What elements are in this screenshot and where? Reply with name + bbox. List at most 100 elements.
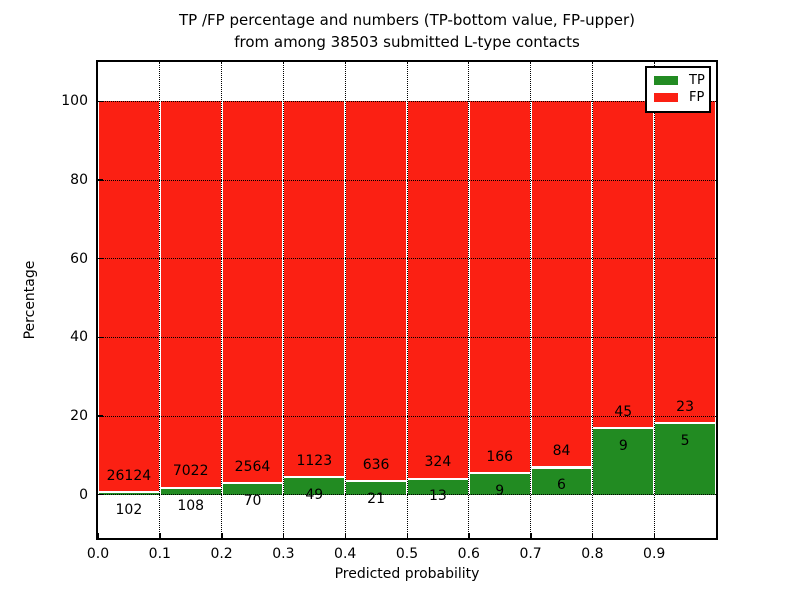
bar-segment-tp bbox=[222, 484, 283, 495]
gridline-x bbox=[468, 62, 470, 538]
x-tick-label: 0.6 bbox=[457, 546, 480, 562]
tp-count-label: 70 bbox=[243, 493, 262, 510]
plot-area: 26124 102 7022 108 2564 70 1123 49 636 21 324 13 166… bbox=[96, 60, 718, 540]
tp-count-label: 9 bbox=[618, 438, 628, 455]
tp-count-label: 13 bbox=[428, 488, 447, 505]
x-tick-label: 0.3 bbox=[272, 546, 295, 562]
legend-label: FP bbox=[689, 90, 705, 105]
fp-count-label: 1123 bbox=[296, 452, 333, 469]
bar-segment-fp bbox=[99, 101, 159, 494]
x-tick-label: 0.2 bbox=[210, 546, 233, 562]
bar-labels-layer: 26124 102 7022 108 2564 70 1123 49 636 21 324 13 166… bbox=[98, 62, 716, 538]
gridline-y bbox=[98, 415, 716, 417]
gridline-y bbox=[98, 258, 716, 260]
y-tick-label: 60 bbox=[70, 250, 88, 267]
tick-x bbox=[344, 533, 347, 538]
bar-segment-fp bbox=[655, 101, 715, 425]
chart-title-line2: from among 38503 submitted L-type contac… bbox=[234, 33, 580, 51]
y-tick-label: 0 bbox=[79, 486, 88, 503]
fp-count-label: 324 bbox=[424, 454, 452, 471]
fp-count-label: 636 bbox=[362, 456, 390, 473]
legend-item: FP bbox=[654, 90, 705, 105]
x-tick-label: 0.5 bbox=[395, 546, 419, 562]
tick-y bbox=[98, 257, 103, 260]
bar-segment-tp bbox=[284, 478, 345, 495]
tick-y bbox=[98, 336, 103, 339]
bar-segment-fp bbox=[346, 101, 406, 483]
legend: TP FP bbox=[645, 66, 711, 113]
tick-y bbox=[98, 179, 103, 181]
ticks-layer bbox=[97, 62, 716, 538]
tick-y bbox=[98, 493, 103, 496]
chart-title: TP /FP percentage and numbers (TP-bottom… bbox=[96, 9, 718, 53]
tick-x bbox=[282, 533, 285, 538]
gridline-y bbox=[98, 179, 716, 181]
legend-label: TP bbox=[689, 73, 705, 88]
fp-count-label: 2564 bbox=[234, 458, 271, 475]
tp-count-label: 5 bbox=[680, 433, 690, 450]
fp-count-label: 84 bbox=[552, 443, 571, 460]
gridline-y bbox=[98, 336, 716, 338]
gridline-x bbox=[282, 62, 284, 538]
chart-title-line1: TP /FP percentage and numbers (TP-bottom… bbox=[179, 11, 635, 29]
tick-x bbox=[468, 533, 470, 538]
tp-count-label: 21 bbox=[367, 491, 386, 508]
y-tick-label: 20 bbox=[70, 408, 88, 425]
tick-y bbox=[98, 100, 103, 103]
x-tick-label: 0.4 bbox=[334, 546, 357, 562]
y-axis-title: Percentage bbox=[22, 260, 38, 340]
gridline-y bbox=[98, 494, 716, 496]
bar-segment-tp bbox=[469, 474, 530, 495]
gridline-x bbox=[530, 62, 532, 538]
bar-segment-tp bbox=[408, 479, 468, 495]
bar-segment-fp bbox=[469, 101, 530, 475]
tick-x bbox=[159, 533, 161, 538]
y-tick-label: 80 bbox=[70, 172, 88, 189]
legend-item: TP bbox=[654, 73, 705, 88]
gridline-y bbox=[98, 100, 716, 102]
bar-segment-fp bbox=[531, 101, 592, 469]
bar-segment-tp bbox=[346, 482, 406, 495]
tick-x bbox=[221, 533, 223, 538]
x-tick-label: 0.7 bbox=[519, 546, 542, 562]
fp-count-label: 23 bbox=[676, 399, 695, 416]
fp-count-label: 26124 bbox=[106, 467, 152, 484]
gridline-x bbox=[591, 62, 593, 538]
bar-segment-tp bbox=[531, 468, 592, 495]
tick-x bbox=[530, 533, 532, 538]
tp-count-label: 49 bbox=[305, 487, 324, 504]
y-tick-label: 100 bbox=[61, 93, 88, 110]
x-tick-label: 0.9 bbox=[643, 546, 666, 562]
tp-count-label: 108 bbox=[177, 497, 205, 514]
gridline-x bbox=[344, 62, 346, 538]
tp-count-label: 9 bbox=[495, 483, 505, 500]
x-tick-label: 0.1 bbox=[148, 546, 171, 562]
bar-segment-fp bbox=[284, 101, 345, 479]
tick-x bbox=[653, 533, 656, 538]
y-tick-label: 40 bbox=[70, 329, 88, 346]
bar-segment-tp bbox=[160, 488, 221, 495]
bar-segment-fp bbox=[160, 101, 221, 489]
bar-segment-fp bbox=[222, 101, 283, 485]
fp-count-label: 7022 bbox=[172, 463, 209, 480]
bar-segment-tp bbox=[99, 493, 159, 495]
legend-swatch-fp bbox=[654, 93, 678, 102]
gridline-x bbox=[221, 62, 223, 538]
tick-x bbox=[97, 533, 99, 538]
bar-segment-tp bbox=[655, 424, 715, 495]
tp-count-label: 102 bbox=[115, 502, 143, 519]
bar-segment-fp bbox=[593, 101, 654, 430]
fp-count-label: 166 bbox=[486, 449, 514, 466]
x-axis-title: Predicted probability bbox=[334, 566, 480, 582]
bar-segment-tp bbox=[593, 429, 654, 495]
fp-count-label: 45 bbox=[614, 403, 633, 420]
gridline-x bbox=[406, 62, 408, 538]
legend-swatch-tp bbox=[654, 76, 678, 85]
x-tick-label: 0.8 bbox=[581, 546, 604, 562]
tick-x bbox=[406, 533, 408, 538]
tp-count-label: 6 bbox=[557, 477, 566, 494]
tick-x bbox=[591, 533, 594, 538]
tick-y bbox=[98, 415, 103, 417]
x-tick-label: 0.0 bbox=[86, 546, 110, 562]
